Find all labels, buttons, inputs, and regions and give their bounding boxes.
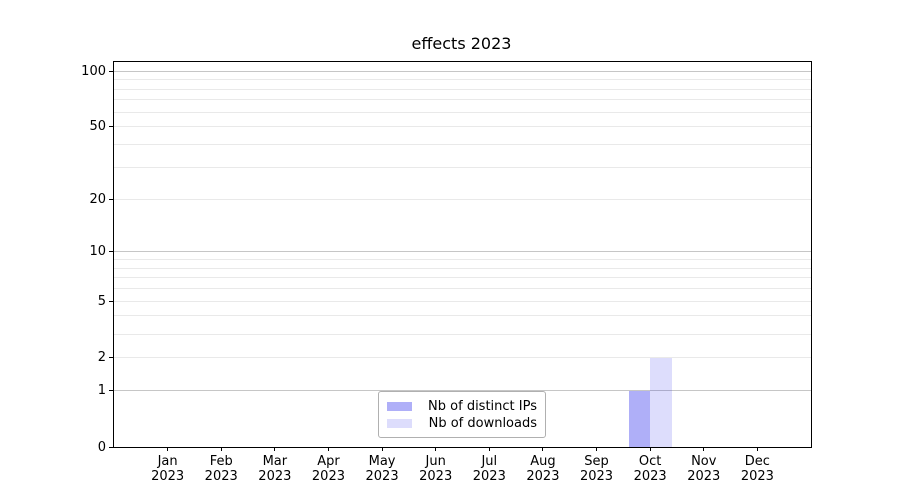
- gridline-minor: [114, 267, 811, 269]
- plot-area: 0 1 2 5 10 20 50 100 Jan 2023 Feb 2023 Mar 2023 Apr 202…: [81, 61, 812, 484]
- y-tick-label: 1: [97, 383, 106, 399]
- y-tick: [109, 357, 113, 359]
- x-tick: [649, 447, 651, 451]
- bar-downloads: [650, 357, 672, 447]
- y-tick-label: 100: [81, 63, 106, 79]
- x-tick: [327, 447, 329, 451]
- bar-distinct-ips: [628, 390, 651, 447]
- x-tick-label: Aug 2023: [526, 454, 560, 484]
- gridline-major: [114, 70, 811, 72]
- gridline-minor: [114, 300, 811, 302]
- y-tick-label: 2: [97, 350, 106, 366]
- gridline-minor: [114, 79, 811, 81]
- y-tick: [109, 251, 113, 253]
- x-tick: [703, 447, 705, 451]
- x-tick: [381, 447, 383, 451]
- legend: Nb of distinct IPs Nb of downloads: [378, 391, 546, 438]
- x-tick-label: Jan 2023: [151, 454, 185, 484]
- x-tick: [488, 447, 490, 451]
- gridline-minor: [114, 333, 811, 335]
- y-tick-label: 5: [97, 293, 106, 309]
- y-tick: [109, 70, 113, 72]
- gridline-minor: [114, 357, 811, 359]
- legend-label-distinct-ips: Nb of distinct IPs: [428, 399, 537, 414]
- x-tick-label: Feb 2023: [204, 454, 238, 484]
- y-tick: [109, 390, 113, 392]
- x-tick: [274, 447, 276, 451]
- x-tick-label: Jun 2023: [419, 454, 453, 484]
- legend-label-downloads: Nb of downloads: [428, 416, 537, 431]
- legend-swatch-distinct-ips: [387, 402, 412, 411]
- x-tick-label: Mar 2023: [258, 454, 292, 484]
- x-tick: [756, 447, 758, 451]
- x-tick-label: Apr 2023: [311, 454, 345, 484]
- x-tick-label: Dec 2023: [740, 454, 774, 484]
- gridline-minor: [114, 166, 811, 168]
- y-tick: [109, 126, 113, 128]
- x-tick: [596, 447, 598, 451]
- x-tick: [542, 447, 544, 451]
- gridline-minor: [114, 126, 811, 128]
- chart-title: effects 2023: [411, 34, 512, 53]
- x-tick-label: Sep 2023: [579, 454, 614, 484]
- gridline-minor: [114, 315, 811, 317]
- x-tick-label: May 2023: [365, 454, 399, 484]
- gridline-minor: [114, 258, 811, 260]
- gridline-minor: [114, 88, 811, 90]
- gridline-minor: [114, 144, 811, 146]
- gridline-minor: [114, 99, 811, 101]
- x-tick-label: Oct 2023: [633, 454, 667, 484]
- y-tick: [109, 300, 113, 302]
- y-tick-label: 50: [89, 119, 106, 135]
- gridline-minor: [114, 288, 811, 290]
- gridline-minor: [114, 277, 811, 279]
- gridline-minor: [114, 198, 811, 200]
- gridline-minor: [114, 111, 811, 113]
- x-tick: [435, 447, 437, 451]
- x-tick: [220, 447, 222, 451]
- y-tick-label: 20: [89, 191, 106, 207]
- y-tick: [109, 446, 113, 448]
- legend-swatch-downloads: [387, 419, 412, 428]
- legend-row-distinct-ips: Nb of distinct IPs: [387, 398, 537, 415]
- y-tick: [109, 198, 113, 200]
- gridline-major: [114, 251, 811, 253]
- x-tick: [167, 447, 169, 451]
- gridline-major: [114, 390, 811, 392]
- y-tick-label: 10: [89, 244, 106, 260]
- legend-row-downloads: Nb of downloads: [387, 415, 537, 432]
- x-tick-label: Nov 2023: [687, 454, 721, 484]
- y-tick-label: 0: [97, 439, 106, 455]
- x-tick-label: Jul 2023: [472, 454, 506, 484]
